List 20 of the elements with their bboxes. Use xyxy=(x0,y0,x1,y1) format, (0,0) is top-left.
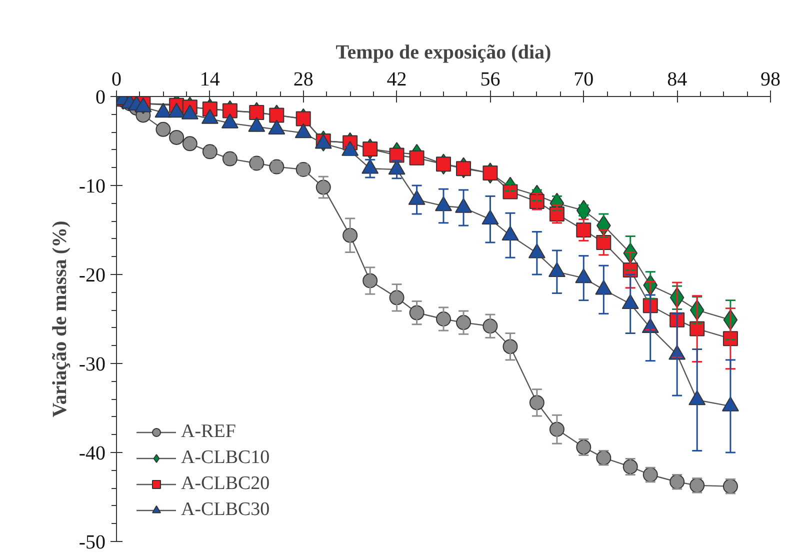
x-tick-label: 0 xyxy=(112,68,122,90)
x-tick-label: 14 xyxy=(200,68,220,90)
y-tick-label: -40 xyxy=(78,442,106,464)
x-tick-label: 70 xyxy=(574,68,594,90)
x-tick-label: 84 xyxy=(667,68,688,90)
y-axis-title: Variação de massa (%) xyxy=(48,220,71,418)
y-tick-label: -10 xyxy=(78,176,106,198)
legend-label: A-CLBC10 xyxy=(181,447,270,469)
legend-label: A-REF xyxy=(181,421,236,443)
x-tick-label: 56 xyxy=(480,68,500,90)
x-tick-label: 42 xyxy=(386,68,407,90)
x-tick-label: 28 xyxy=(293,68,314,90)
legend-label: A-CLBC20 xyxy=(181,473,270,495)
y-tick-label: -30 xyxy=(78,354,106,376)
x-axis-title: Tempo de exposição (dia) xyxy=(336,42,552,64)
y-tick-label: 0 xyxy=(96,86,106,108)
legend-label: A-CLBC30 xyxy=(181,499,270,521)
y-tick-label: -20 xyxy=(78,264,106,286)
y-tick-label: -50 xyxy=(78,532,106,554)
x-tick-label: 98 xyxy=(760,68,780,90)
